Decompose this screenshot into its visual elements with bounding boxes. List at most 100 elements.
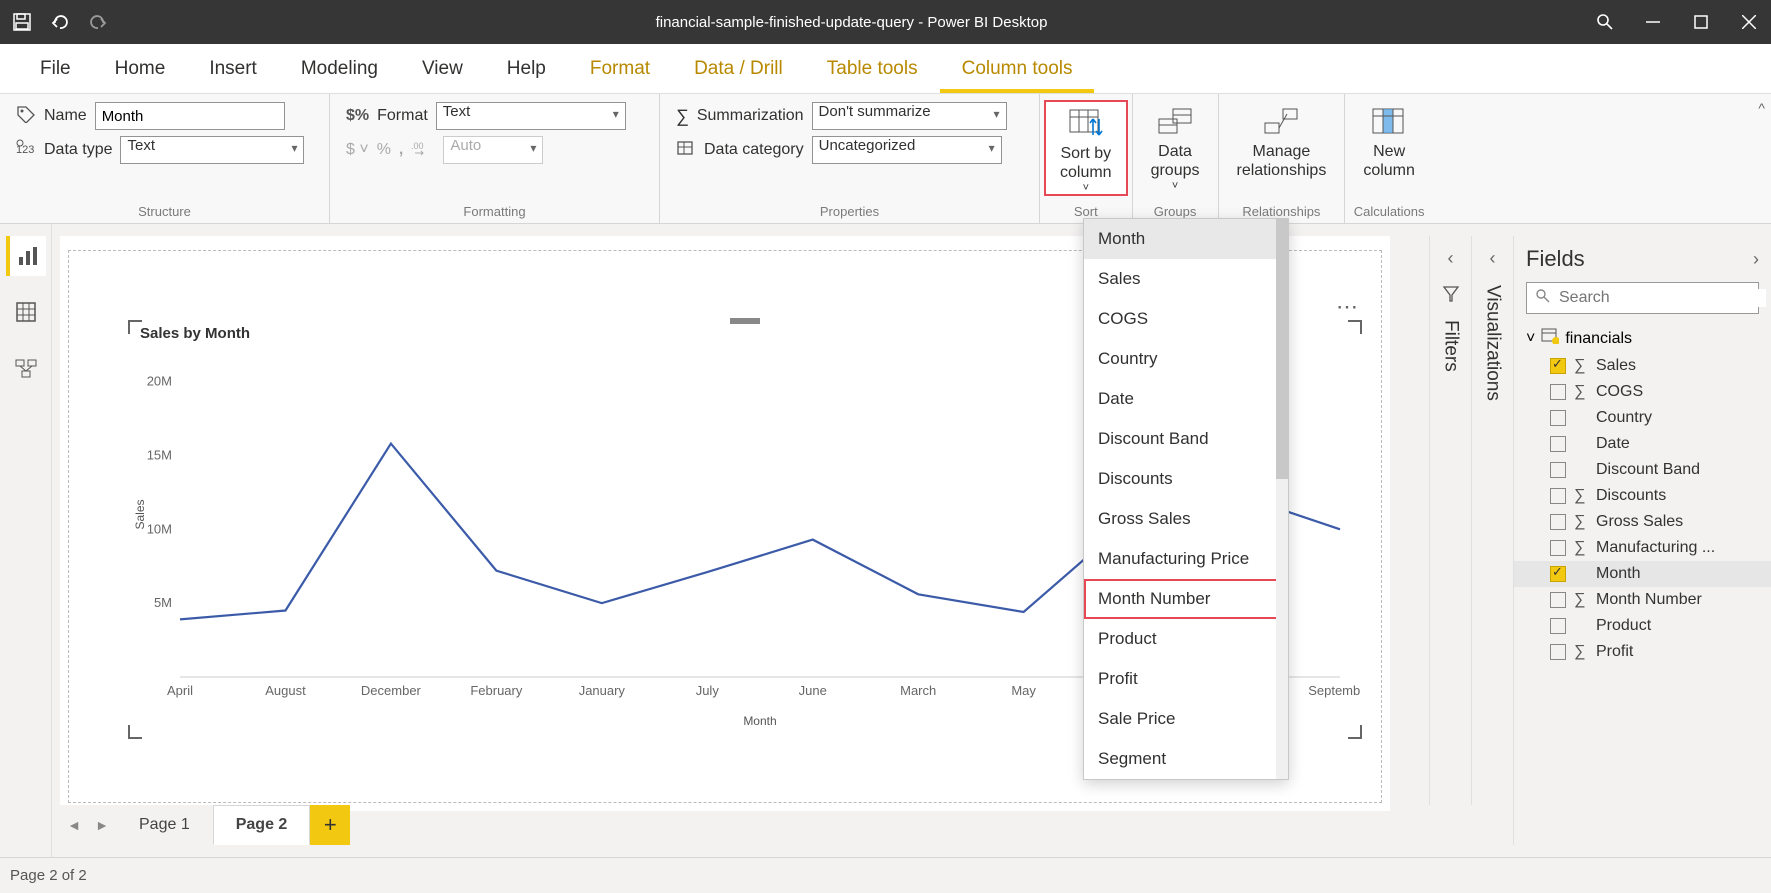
expand-fields-icon[interactable]: › — [1753, 249, 1759, 270]
dropdown-item[interactable]: Sale Price — [1084, 699, 1288, 739]
dropdown-item[interactable]: Manufacturing Price — [1084, 539, 1288, 579]
format-select[interactable]: Text — [436, 102, 626, 130]
dropdown-item[interactable]: Discount Band — [1084, 419, 1288, 459]
add-page-button[interactable]: + — [310, 805, 350, 845]
field-item[interactable]: ∑Gross Sales — [1514, 509, 1771, 535]
dropdown-item[interactable]: Country — [1084, 339, 1288, 379]
field-item[interactable]: Date — [1514, 431, 1771, 457]
field-item[interactable]: ∑Month Number — [1514, 587, 1771, 613]
checkbox[interactable] — [1550, 488, 1566, 504]
sort-dropdown: MonthSalesCOGSCountryDateDiscount BandDi… — [1083, 218, 1289, 780]
dropdown-item[interactable]: Segment — [1084, 739, 1288, 779]
field-label: Profit — [1596, 643, 1633, 661]
dropdown-item[interactable]: Product — [1084, 619, 1288, 659]
table-header[interactable]: ˅ financials — [1514, 324, 1771, 353]
field-item[interactable]: Month — [1514, 561, 1771, 587]
manage-relationships-button[interactable]: Manage relationships — [1223, 100, 1341, 180]
tab-modeling[interactable]: Modeling — [279, 44, 400, 93]
data-view-button[interactable] — [6, 292, 46, 332]
checkbox[interactable] — [1550, 410, 1566, 426]
relationships-icon — [1263, 106, 1299, 138]
datatype-select[interactable]: Text — [120, 136, 304, 164]
data-groups-button[interactable]: Data groups ˅ — [1137, 100, 1214, 192]
category-select[interactable]: Uncategorized — [812, 136, 1002, 164]
checkbox[interactable] — [1550, 514, 1566, 530]
dropdown-scrollbar[interactable] — [1276, 219, 1288, 779]
tab-format[interactable]: Format — [568, 44, 672, 93]
tab-view[interactable]: View — [400, 44, 485, 93]
datatype-label: Data type — [44, 141, 112, 159]
field-item[interactable]: ∑Profit — [1514, 639, 1771, 665]
close-icon[interactable] — [1739, 12, 1759, 32]
dropdown-item[interactable]: Discounts — [1084, 459, 1288, 499]
tab-page2[interactable]: Page 2 — [213, 805, 311, 845]
field-item[interactable]: ∑Manufacturing ... — [1514, 535, 1771, 561]
page-prev-icon[interactable]: ◄ — [60, 817, 88, 833]
tab-insert[interactable]: Insert — [187, 44, 279, 93]
maximize-icon[interactable] — [1691, 12, 1711, 32]
resize-handle-tl[interactable] — [128, 320, 142, 334]
search-icon[interactable] — [1595, 12, 1615, 32]
group-label-relationships: Relationships — [1223, 200, 1341, 219]
resize-handle-bl[interactable] — [128, 725, 142, 739]
page-next-icon[interactable]: ► — [88, 817, 116, 833]
save-icon[interactable] — [12, 12, 32, 32]
tab-table-tools[interactable]: Table tools — [805, 44, 940, 93]
minimize-icon[interactable] — [1643, 12, 1663, 32]
scrollbar-thumb[interactable] — [1276, 219, 1288, 479]
resize-handle-top[interactable] — [730, 318, 760, 324]
field-item[interactable]: Discount Band — [1514, 457, 1771, 483]
field-item[interactable]: ∑Discounts — [1514, 483, 1771, 509]
tab-file[interactable]: File — [18, 44, 93, 93]
tab-page1[interactable]: Page 1 — [116, 805, 213, 845]
checkbox[interactable] — [1550, 592, 1566, 608]
report-view-button[interactable] — [6, 236, 46, 276]
ribbon-collapse-icon[interactable]: ^ — [1758, 100, 1765, 116]
tab-data-drill[interactable]: Data / Drill — [672, 44, 805, 93]
undo-icon[interactable] — [50, 12, 70, 32]
checkbox[interactable] — [1550, 644, 1566, 660]
field-label: Discount Band — [1596, 461, 1700, 479]
table-name: financials — [1565, 330, 1632, 348]
summarization-select[interactable]: Don't summarize — [812, 102, 1007, 130]
fields-search-input[interactable] — [1559, 289, 1766, 307]
checkbox[interactable] — [1550, 436, 1566, 452]
name-input[interactable] — [95, 102, 285, 130]
dropdown-item[interactable]: Date — [1084, 379, 1288, 419]
field-item[interactable]: ∑Sales — [1514, 353, 1771, 379]
field-item[interactable]: ∑COGS — [1514, 379, 1771, 405]
checkbox[interactable] — [1550, 566, 1566, 582]
expand-visualizations-icon[interactable]: ‹ — [1490, 248, 1496, 269]
format-label: Format — [377, 107, 428, 125]
tab-home[interactable]: Home — [93, 44, 188, 93]
dropdown-item[interactable]: Month — [1084, 219, 1288, 259]
dropdown-item[interactable]: COGS — [1084, 299, 1288, 339]
filters-label: Filters — [1440, 320, 1462, 372]
tab-help[interactable]: Help — [485, 44, 568, 93]
visual-more-icon[interactable]: ⋯ — [1336, 294, 1360, 320]
resize-handle-br[interactable] — [1348, 725, 1362, 739]
tab-column-tools[interactable]: Column tools — [940, 44, 1095, 93]
field-item[interactable]: Product — [1514, 613, 1771, 639]
dropdown-item[interactable]: Sales — [1084, 259, 1288, 299]
group-label-groups: Groups — [1137, 200, 1214, 219]
new-column-button[interactable]: New column — [1349, 100, 1429, 180]
fields-search[interactable] — [1526, 282, 1759, 314]
field-item[interactable]: Country — [1514, 405, 1771, 431]
expand-filters-icon[interactable]: ‹ — [1448, 248, 1454, 269]
sigma-icon: ∑ — [1574, 513, 1588, 531]
tag-icon — [16, 105, 36, 128]
checkbox[interactable] — [1550, 384, 1566, 400]
dropdown-item[interactable]: Month Number — [1084, 579, 1288, 619]
dropdown-item[interactable]: Profit — [1084, 659, 1288, 699]
checkbox[interactable] — [1550, 462, 1566, 478]
sort-by-column-button[interactable]: Sort by column ˅ — [1044, 100, 1128, 196]
checkbox[interactable] — [1550, 618, 1566, 634]
status-bar: Page 2 of 2 — [0, 857, 1771, 893]
model-view-button[interactable] — [6, 348, 46, 388]
checkbox[interactable] — [1550, 540, 1566, 556]
dropdown-item[interactable]: Gross Sales — [1084, 499, 1288, 539]
checkbox[interactable] — [1550, 358, 1566, 374]
resize-handle-tr[interactable] — [1348, 320, 1362, 334]
redo-icon[interactable] — [88, 12, 108, 32]
